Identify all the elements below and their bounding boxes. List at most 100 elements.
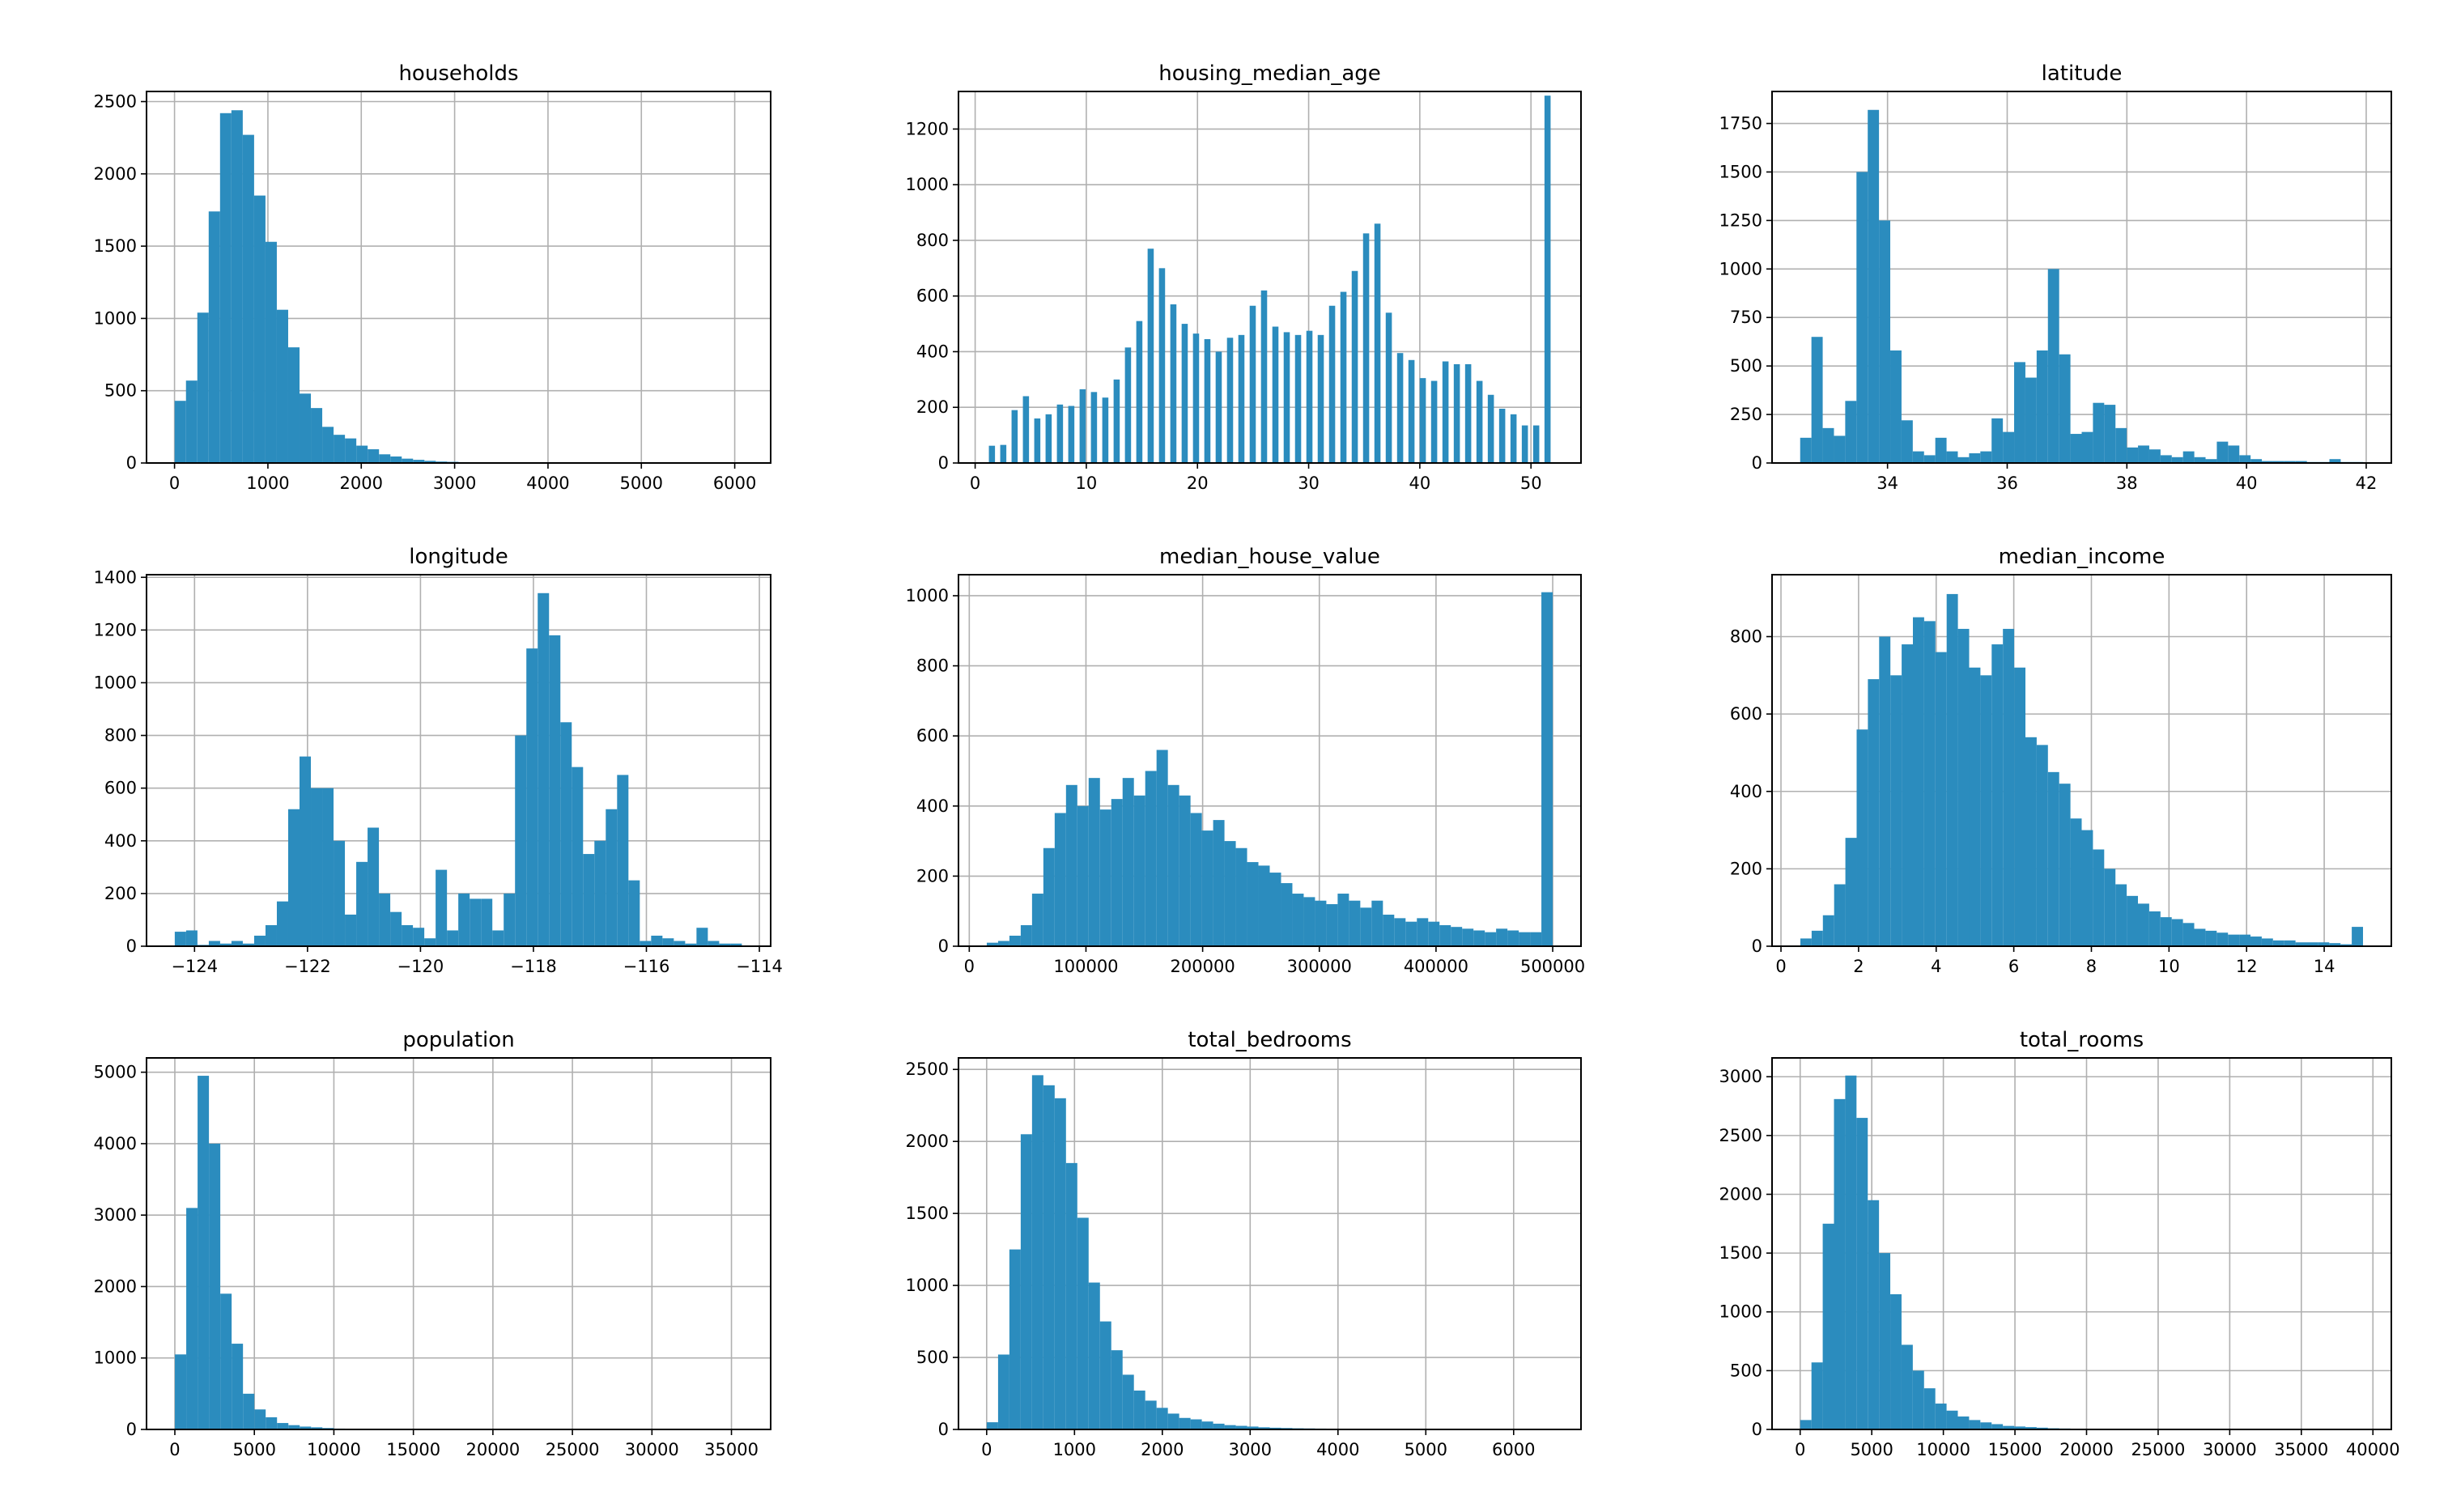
histogram-bar bbox=[242, 943, 254, 946]
histogram-bar bbox=[1224, 1425, 1236, 1429]
histogram-bar bbox=[1133, 1390, 1145, 1429]
histogram-bar bbox=[1901, 1344, 1913, 1429]
histogram-bar bbox=[2127, 447, 2139, 463]
panel-total_bedrooms: 0 1000 2000 3000 4000 5000 6000 0 500 1000 1500 200… bbox=[906, 1028, 1582, 1459]
histogram-bar bbox=[345, 438, 357, 463]
histogram-bar bbox=[1054, 1098, 1066, 1429]
histogram-bar bbox=[986, 942, 998, 946]
x-tick-label: 5000 bbox=[1850, 1440, 1893, 1459]
histogram-bar bbox=[1122, 1374, 1134, 1429]
histogram-bar bbox=[1396, 353, 1404, 463]
histogram-bar bbox=[1834, 884, 1846, 946]
y-tick-label: 500 bbox=[1730, 356, 1762, 376]
histogram-bar bbox=[515, 735, 527, 946]
histogram-bar bbox=[436, 869, 448, 946]
histogram-bar bbox=[606, 809, 618, 946]
x-tick-label: 500000 bbox=[1520, 957, 1585, 976]
histogram-bar bbox=[1181, 324, 1188, 463]
histogram-bar bbox=[1530, 932, 1542, 946]
histogram-bar bbox=[1408, 359, 1415, 463]
histogram-bar bbox=[2115, 884, 2127, 946]
histogram-bar bbox=[1328, 305, 1336, 463]
histogram-bar bbox=[2025, 1427, 2037, 1429]
histogram-bar bbox=[1890, 675, 1902, 946]
histogram-bar bbox=[1879, 220, 1891, 463]
histogram-bar bbox=[2228, 445, 2240, 463]
histogram-bar bbox=[208, 941, 220, 946]
histogram-bar bbox=[2171, 919, 2183, 946]
histogram-bar bbox=[2036, 350, 2048, 463]
axes-frame bbox=[958, 1057, 1582, 1430]
histogram-bar bbox=[2115, 427, 2127, 463]
histogram-bar bbox=[379, 893, 391, 946]
x-tick-label: 5000 bbox=[232, 1440, 275, 1459]
histogram-bar bbox=[1856, 172, 1868, 463]
histogram-bar bbox=[2138, 903, 2149, 946]
histogram-bar bbox=[1991, 1424, 2004, 1429]
histogram-bar bbox=[1498, 408, 1506, 463]
y-tick-label: 0 bbox=[1752, 453, 1762, 473]
axes-frame bbox=[1771, 91, 2392, 464]
histogram-bar bbox=[2239, 934, 2251, 946]
x-tick-label: −116 bbox=[623, 957, 670, 976]
x-tick-label: 3000 bbox=[1229, 1440, 1272, 1459]
histogram-bar bbox=[1464, 363, 1472, 463]
y-tick-label: 200 bbox=[1730, 859, 1762, 878]
x-tick-label: 8 bbox=[2086, 957, 2097, 976]
x-tick-label: 400000 bbox=[1404, 957, 1468, 976]
y-tick-label: 0 bbox=[938, 453, 949, 473]
histogram-bar bbox=[254, 1409, 266, 1429]
y-tick-label: 1000 bbox=[906, 1276, 949, 1295]
histogram-bar bbox=[504, 893, 516, 946]
x-tick-label: 20 bbox=[1187, 474, 1209, 493]
histogram-bar bbox=[730, 943, 742, 946]
histogram-bar bbox=[572, 767, 584, 946]
histogram-bar bbox=[231, 941, 243, 946]
panel-title: median_income bbox=[1999, 545, 2165, 569]
histogram-bar bbox=[1111, 1350, 1123, 1429]
histogram-bar bbox=[1136, 321, 1143, 463]
y-tick-label: 200 bbox=[916, 866, 949, 886]
histogram-bar bbox=[300, 393, 312, 463]
histogram-bar bbox=[1022, 396, 1030, 463]
histogram-bar bbox=[1009, 1249, 1021, 1429]
histogram-bar bbox=[1249, 305, 1256, 463]
x-tick-label: 10000 bbox=[307, 1440, 361, 1459]
histogram-bar bbox=[311, 788, 323, 946]
histogram-bar bbox=[1190, 813, 1202, 946]
x-tick-label: −122 bbox=[284, 957, 331, 976]
axes-frame bbox=[1771, 1057, 2392, 1430]
histogram-bar bbox=[1269, 1427, 1281, 1429]
axes-frame bbox=[146, 1057, 771, 1430]
histogram-bar bbox=[1969, 667, 1981, 946]
x-tick-label: 20000 bbox=[2059, 1440, 2114, 1459]
histogram-bar bbox=[175, 1354, 187, 1429]
histogram-bar bbox=[265, 924, 277, 946]
x-tick-label: 40000 bbox=[2346, 1440, 2400, 1459]
histogram-bar bbox=[1258, 1427, 1270, 1429]
panel-title: housing_median_age bbox=[1158, 62, 1381, 86]
histogram-bar bbox=[1000, 444, 1007, 463]
x-tick-label: 10000 bbox=[1916, 1440, 1970, 1459]
y-tick-label: 1000 bbox=[94, 308, 137, 328]
histogram-bar bbox=[2284, 940, 2296, 946]
y-tick-label: 3000 bbox=[1719, 1067, 1762, 1086]
x-tick-label: 50 bbox=[1520, 474, 1542, 493]
axes-frame bbox=[146, 574, 771, 947]
histogram-bar bbox=[1822, 915, 1834, 946]
histogram-bar bbox=[2295, 461, 2307, 463]
histogram-bar bbox=[2104, 405, 2116, 463]
y-tick-label: 1200 bbox=[906, 119, 949, 138]
x-tick-label: 25000 bbox=[2131, 1440, 2186, 1459]
histogram-bar bbox=[997, 1354, 1009, 1429]
x-tick-label: 15000 bbox=[386, 1440, 440, 1459]
x-tick-label: 2 bbox=[1853, 957, 1864, 976]
histogram-bar bbox=[628, 880, 640, 946]
histogram-bar bbox=[1923, 455, 1936, 463]
histogram-bar bbox=[1923, 1388, 1936, 1429]
panel-population: 0 5000 10000 15000 20000 25000 30000 35000 0 1000… bbox=[94, 1028, 771, 1459]
histogram-bar bbox=[1541, 592, 1553, 946]
histogram-bar bbox=[277, 1423, 289, 1429]
histogram-bar bbox=[1834, 1098, 1846, 1429]
histogram-bar bbox=[413, 460, 425, 463]
